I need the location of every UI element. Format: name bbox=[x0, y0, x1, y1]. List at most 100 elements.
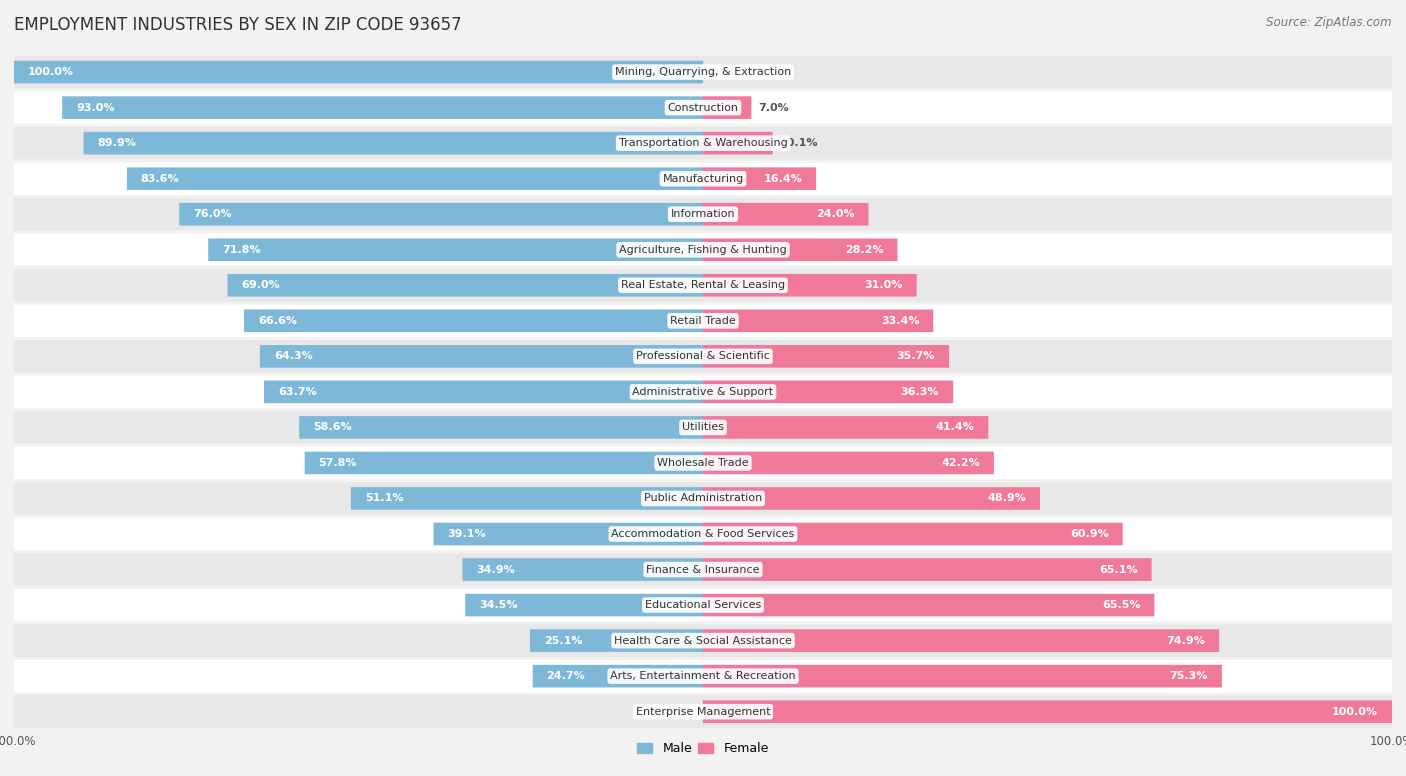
FancyBboxPatch shape bbox=[14, 198, 1392, 230]
FancyBboxPatch shape bbox=[703, 487, 1040, 510]
Text: 48.9%: 48.9% bbox=[987, 494, 1026, 504]
Text: 16.4%: 16.4% bbox=[763, 174, 803, 184]
FancyBboxPatch shape bbox=[83, 132, 703, 154]
Text: Professional & Scientific: Professional & Scientific bbox=[636, 352, 770, 362]
FancyBboxPatch shape bbox=[14, 483, 1392, 514]
Text: 24.7%: 24.7% bbox=[547, 671, 585, 681]
Text: 28.2%: 28.2% bbox=[845, 244, 883, 255]
Text: Arts, Entertainment & Recreation: Arts, Entertainment & Recreation bbox=[610, 671, 796, 681]
Text: 75.3%: 75.3% bbox=[1170, 671, 1208, 681]
Text: 89.9%: 89.9% bbox=[97, 138, 136, 148]
Text: Retail Trade: Retail Trade bbox=[671, 316, 735, 326]
Text: 65.5%: 65.5% bbox=[1102, 600, 1140, 610]
Text: 64.3%: 64.3% bbox=[274, 352, 312, 362]
Text: 76.0%: 76.0% bbox=[193, 210, 232, 219]
Text: 63.7%: 63.7% bbox=[278, 387, 316, 397]
Text: 0.0%: 0.0% bbox=[665, 707, 696, 717]
FancyBboxPatch shape bbox=[703, 238, 897, 261]
FancyBboxPatch shape bbox=[14, 162, 1392, 195]
FancyBboxPatch shape bbox=[703, 594, 1154, 616]
FancyBboxPatch shape bbox=[14, 447, 1392, 479]
FancyBboxPatch shape bbox=[533, 665, 703, 688]
FancyBboxPatch shape bbox=[703, 558, 1152, 581]
Text: 33.4%: 33.4% bbox=[880, 316, 920, 326]
Text: 36.3%: 36.3% bbox=[901, 387, 939, 397]
FancyBboxPatch shape bbox=[14, 695, 1392, 728]
Text: 0.0%: 0.0% bbox=[710, 67, 741, 77]
Text: 7.0%: 7.0% bbox=[758, 102, 789, 113]
FancyBboxPatch shape bbox=[264, 380, 703, 404]
FancyBboxPatch shape bbox=[14, 553, 1392, 586]
FancyBboxPatch shape bbox=[703, 132, 773, 154]
FancyBboxPatch shape bbox=[703, 310, 934, 332]
Text: Enterprise Management: Enterprise Management bbox=[636, 707, 770, 717]
Text: 10.1%: 10.1% bbox=[779, 138, 818, 148]
Text: Information: Information bbox=[671, 210, 735, 219]
FancyBboxPatch shape bbox=[14, 625, 1392, 656]
FancyBboxPatch shape bbox=[62, 96, 703, 119]
Text: 51.1%: 51.1% bbox=[364, 494, 404, 504]
Text: Administrative & Support: Administrative & Support bbox=[633, 387, 773, 397]
FancyBboxPatch shape bbox=[127, 168, 703, 190]
FancyBboxPatch shape bbox=[433, 523, 703, 546]
FancyBboxPatch shape bbox=[703, 701, 1392, 723]
FancyBboxPatch shape bbox=[703, 274, 917, 296]
Text: Manufacturing: Manufacturing bbox=[662, 174, 744, 184]
Text: 24.0%: 24.0% bbox=[815, 210, 855, 219]
FancyBboxPatch shape bbox=[703, 452, 994, 474]
FancyBboxPatch shape bbox=[14, 61, 703, 83]
FancyBboxPatch shape bbox=[305, 452, 703, 474]
Text: Construction: Construction bbox=[668, 102, 738, 113]
Text: Wholesale Trade: Wholesale Trade bbox=[657, 458, 749, 468]
Text: 42.2%: 42.2% bbox=[941, 458, 980, 468]
Text: 93.0%: 93.0% bbox=[76, 102, 114, 113]
Text: 34.9%: 34.9% bbox=[477, 565, 515, 574]
Text: Mining, Quarrying, & Extraction: Mining, Quarrying, & Extraction bbox=[614, 67, 792, 77]
FancyBboxPatch shape bbox=[180, 203, 703, 226]
Text: 100.0%: 100.0% bbox=[1331, 707, 1378, 717]
FancyBboxPatch shape bbox=[14, 56, 1392, 88]
FancyBboxPatch shape bbox=[299, 416, 703, 438]
Text: Transportation & Warehousing: Transportation & Warehousing bbox=[619, 138, 787, 148]
Text: Health Care & Social Assistance: Health Care & Social Assistance bbox=[614, 636, 792, 646]
FancyBboxPatch shape bbox=[14, 340, 1392, 372]
Text: 57.8%: 57.8% bbox=[319, 458, 357, 468]
FancyBboxPatch shape bbox=[14, 127, 1392, 159]
Text: 65.1%: 65.1% bbox=[1099, 565, 1137, 574]
FancyBboxPatch shape bbox=[703, 380, 953, 404]
FancyBboxPatch shape bbox=[463, 558, 703, 581]
Text: Source: ZipAtlas.com: Source: ZipAtlas.com bbox=[1267, 16, 1392, 29]
Text: 41.4%: 41.4% bbox=[935, 422, 974, 432]
Text: 100.0%: 100.0% bbox=[28, 67, 75, 77]
Text: 25.1%: 25.1% bbox=[544, 636, 582, 646]
FancyBboxPatch shape bbox=[14, 411, 1392, 444]
Legend: Male, Female: Male, Female bbox=[633, 737, 773, 760]
FancyBboxPatch shape bbox=[14, 660, 1392, 692]
Text: 31.0%: 31.0% bbox=[865, 280, 903, 290]
Text: Utilities: Utilities bbox=[682, 422, 724, 432]
Text: Agriculture, Fishing & Hunting: Agriculture, Fishing & Hunting bbox=[619, 244, 787, 255]
FancyBboxPatch shape bbox=[465, 594, 703, 616]
FancyBboxPatch shape bbox=[14, 92, 1392, 124]
FancyBboxPatch shape bbox=[14, 518, 1392, 550]
Text: Accommodation & Food Services: Accommodation & Food Services bbox=[612, 529, 794, 539]
Text: 66.6%: 66.6% bbox=[257, 316, 297, 326]
FancyBboxPatch shape bbox=[703, 96, 751, 119]
Text: Educational Services: Educational Services bbox=[645, 600, 761, 610]
FancyBboxPatch shape bbox=[703, 203, 869, 226]
FancyBboxPatch shape bbox=[260, 345, 703, 368]
Text: 83.6%: 83.6% bbox=[141, 174, 180, 184]
FancyBboxPatch shape bbox=[530, 629, 703, 652]
FancyBboxPatch shape bbox=[703, 629, 1219, 652]
Text: 35.7%: 35.7% bbox=[897, 352, 935, 362]
FancyBboxPatch shape bbox=[14, 269, 1392, 301]
Text: 69.0%: 69.0% bbox=[242, 280, 280, 290]
FancyBboxPatch shape bbox=[352, 487, 703, 510]
Text: 74.9%: 74.9% bbox=[1167, 636, 1205, 646]
FancyBboxPatch shape bbox=[14, 305, 1392, 337]
FancyBboxPatch shape bbox=[703, 523, 1122, 546]
FancyBboxPatch shape bbox=[14, 234, 1392, 266]
Text: 58.6%: 58.6% bbox=[314, 422, 352, 432]
Text: 34.5%: 34.5% bbox=[479, 600, 517, 610]
FancyBboxPatch shape bbox=[14, 376, 1392, 408]
